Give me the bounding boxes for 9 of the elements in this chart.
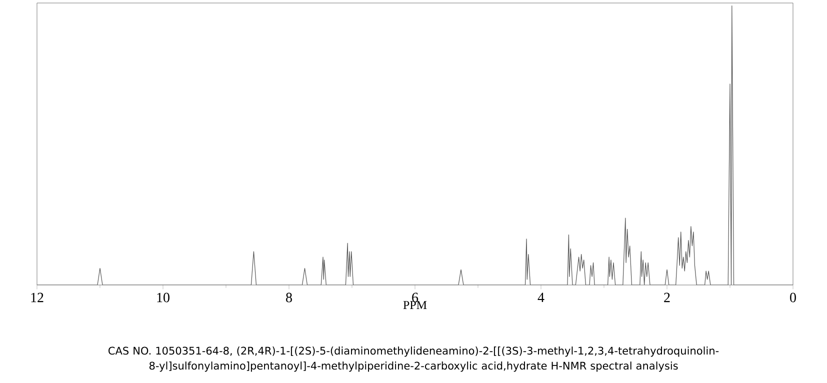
x-tick-label: 12 (31, 292, 44, 302)
x-axis-title: PPM (403, 301, 427, 309)
x-tick-label: 4 (538, 292, 544, 302)
x-tick-label: 6 (412, 292, 418, 302)
x-tick-label: 8 (286, 292, 292, 302)
x-tick-label: 0 (790, 292, 796, 302)
x-tick-label: 2 (664, 292, 670, 302)
x-tick-label: 10 (157, 292, 170, 302)
text: CAS NO. 1050351-64-8, (2R,4R)-1-[(2S)-5-(diaminomethylideneamino)-2-[[(3S)-3-methyl-1,2,3,4-tetrahydroquinolin-8-yl]sulfonylamino]pentanoyl]-4-methylpiperidine-2-carboxylic acid,hydrate H-NMR spectral analysis (108, 346, 719, 372)
